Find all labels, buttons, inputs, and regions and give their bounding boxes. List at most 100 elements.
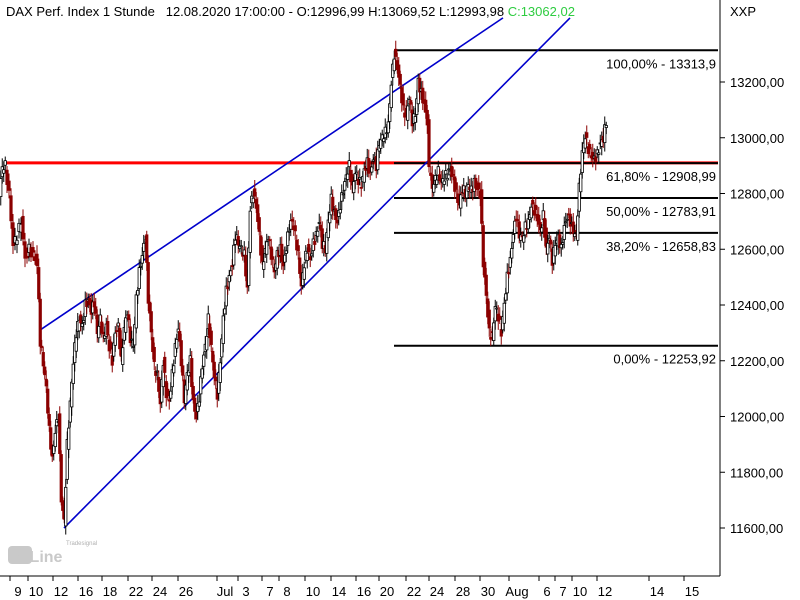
candle (7, 173, 11, 199)
candle (35, 245, 39, 275)
candle-body (379, 139, 383, 149)
candle (3, 156, 7, 173)
candle-body (382, 138, 386, 142)
candle-body (97, 325, 101, 339)
x-tick-label: 30 (481, 584, 495, 599)
candle-body (579, 173, 583, 193)
candle-body (3, 160, 7, 166)
x-tick-label: 14 (650, 584, 664, 599)
x-tick-label: 9 (14, 584, 21, 599)
x-tick-label: 22 (407, 584, 421, 599)
candle (154, 366, 158, 383)
candle (346, 166, 350, 188)
candle-body (398, 73, 402, 85)
candle (202, 351, 206, 376)
candle-body (244, 254, 248, 277)
candle-body (43, 366, 47, 376)
candle (269, 238, 273, 266)
candle (523, 213, 527, 239)
candle-body (546, 242, 550, 255)
candle-body (202, 354, 206, 367)
candle (265, 233, 269, 263)
candle-body (230, 265, 234, 267)
candle-body (370, 166, 374, 173)
candle (289, 213, 293, 237)
candle-body (432, 183, 436, 193)
candle-body (353, 172, 357, 181)
fib-label: 0,00% - 12253,92 (613, 352, 716, 367)
fibonacci-labels: 100,00% - 13313,9 61,80% - 12908,99 50,00%… (606, 56, 716, 366)
candle (21, 209, 25, 246)
candle (25, 247, 29, 264)
candle (83, 291, 87, 325)
x-tick-label: 7 (559, 584, 566, 599)
candle-body (308, 256, 312, 261)
candle-body (121, 347, 125, 365)
candle-body (179, 340, 183, 367)
candle-body (136, 290, 140, 296)
candle-body (257, 217, 261, 232)
candle (498, 307, 502, 324)
candle-body (356, 178, 360, 185)
candle-body (131, 346, 135, 348)
candle-body (251, 197, 255, 204)
candle-body (529, 206, 533, 219)
bar-datetime: 12.08.2020 17:00:00 (165, 4, 285, 19)
candle-body (347, 160, 351, 168)
candle (367, 149, 371, 178)
candle-body (172, 365, 176, 374)
candle-body (505, 271, 509, 294)
candle (343, 177, 347, 199)
candle (441, 169, 445, 188)
candle-body (44, 378, 48, 387)
candle-body (155, 370, 159, 373)
candle-body (218, 362, 222, 383)
x-tick-label: 24 (153, 584, 167, 599)
candle-body (79, 314, 83, 324)
candle (74, 329, 78, 359)
candle-body (59, 454, 63, 503)
candle-body (214, 376, 218, 382)
candle-body (307, 243, 311, 253)
candle (106, 315, 110, 339)
candle-body (7, 180, 11, 191)
logo-brand: Tradesignal (66, 541, 97, 547)
x-tick-label: 16 (357, 584, 371, 599)
x-tick-label: 20 (380, 584, 394, 599)
candle-body (553, 245, 557, 257)
candle-body (532, 210, 536, 216)
high-value: H:13069,52 (368, 4, 436, 19)
candle-body (459, 194, 463, 209)
candle-body (31, 247, 35, 253)
candle-body (531, 199, 535, 205)
candle-body (106, 321, 110, 336)
candle-body (200, 368, 204, 379)
candle (425, 104, 429, 134)
candle (576, 209, 580, 246)
candle (370, 160, 374, 176)
candle-body (585, 132, 589, 138)
candle-body (140, 255, 144, 264)
candle-body (100, 321, 104, 334)
candle (358, 168, 362, 186)
x-tick-label: 16 (79, 584, 93, 599)
candle (338, 201, 342, 220)
candle-body (559, 243, 563, 249)
candle (474, 174, 478, 197)
candle-body (526, 218, 530, 230)
y-tick-label: 12400,00 (730, 298, 784, 313)
x-tick-label: 10 (306, 584, 320, 599)
candle-body (80, 323, 84, 327)
candle-body (594, 156, 598, 163)
candle-body (502, 302, 506, 324)
candle (565, 213, 569, 229)
candle-body (74, 337, 78, 352)
candle (23, 232, 27, 268)
candle (595, 146, 599, 159)
candle (221, 308, 225, 353)
candle-body (392, 58, 396, 72)
candle-body (110, 355, 114, 366)
candle (296, 239, 300, 260)
candle (588, 139, 592, 157)
candle-body (454, 182, 458, 190)
